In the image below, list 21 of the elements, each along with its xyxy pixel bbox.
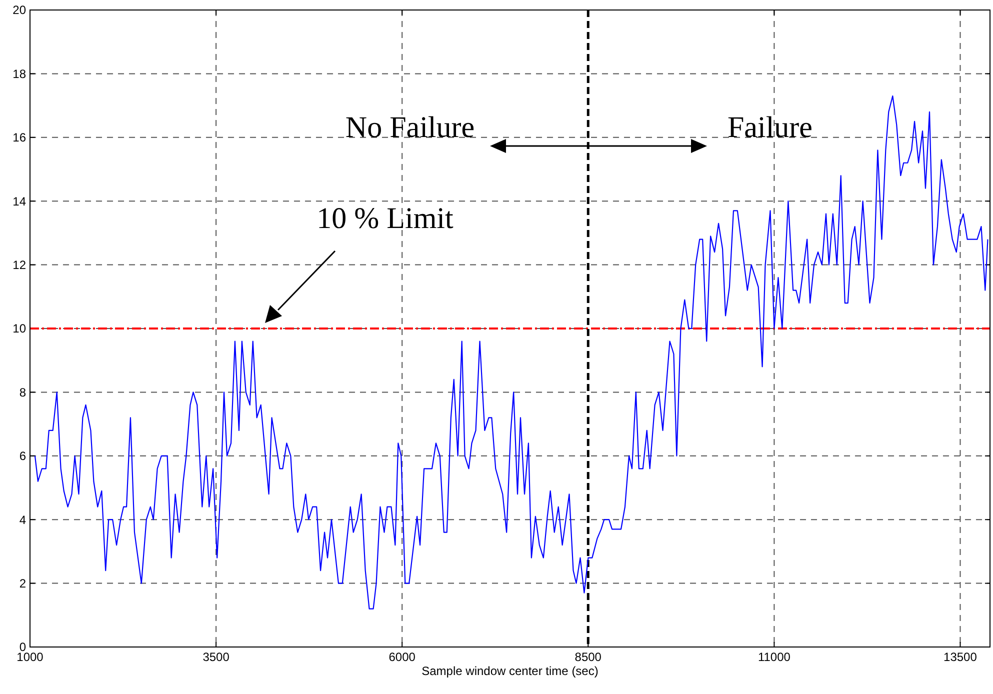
y-tick-label: 20 <box>12 3 26 18</box>
annotation: No Failure <box>345 111 475 144</box>
x-tick-label: 11000 <box>758 650 791 664</box>
y-tick-label: 16 <box>12 130 26 145</box>
y-tick-label: 4 <box>19 512 26 527</box>
y-tick-label: 8 <box>19 385 26 400</box>
y-tick-label: 14 <box>12 194 26 208</box>
y-tick-label: 10 <box>12 322 26 336</box>
y-tick-label: 18 <box>12 66 26 81</box>
x-tick-label: 8500 <box>574 650 602 664</box>
x-tick-label: 6000 <box>388 650 416 664</box>
annotation: 10 % Limit <box>316 202 454 235</box>
x-axis-title: Sample window center time (sec) <box>422 664 598 678</box>
y-tick-label: 6 <box>19 449 26 464</box>
x-tick-label: 3500 <box>202 650 230 664</box>
y-tick-label: 12 <box>12 258 26 272</box>
annotation: Failure <box>728 111 812 144</box>
y-tick-label: 2 <box>19 576 26 590</box>
x-tick-label: 13500 <box>944 650 978 664</box>
x-tick-label: 1000 <box>16 650 44 664</box>
line-series <box>34 95 988 610</box>
